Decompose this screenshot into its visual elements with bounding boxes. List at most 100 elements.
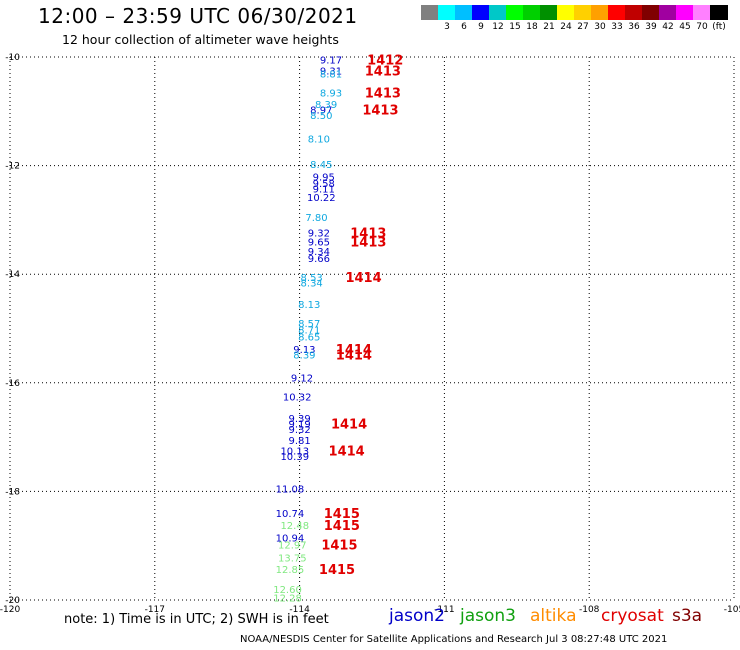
- legend-swatch-label: 9: [478, 22, 484, 32]
- legend-swatch-label: 18: [526, 22, 538, 32]
- wave-height-point: 9.11: [313, 184, 335, 195]
- x-tick-label: -120: [0, 605, 20, 615]
- legend-swatch: [472, 5, 490, 20]
- wave-height-point: 8.13: [298, 300, 320, 311]
- wave-height-point: 8.39: [315, 100, 337, 111]
- legend-swatch-label: 15: [509, 22, 521, 32]
- pass-annotations: 1412141314131413141314131414141414141414…: [319, 54, 403, 578]
- chart-title: 12:00 – 23:59 UTC 06/30/2021: [38, 4, 358, 28]
- pass-time-label: 1413: [365, 65, 401, 80]
- wave-height-point: 9.95: [313, 172, 335, 183]
- wave-height-point: 10.74: [276, 509, 305, 520]
- legend-jason3: jason3: [460, 606, 516, 626]
- legend-swatch-label: (ft): [712, 22, 726, 32]
- wave-height-point: 10.39: [280, 452, 309, 463]
- pass-time-label: 1415: [324, 507, 360, 522]
- wave-height-point: 10.22: [307, 193, 336, 204]
- wave-height-point: 11.08: [276, 485, 305, 496]
- pass-time-label: 1414: [336, 349, 372, 364]
- wave-height-point: 9.39: [288, 414, 310, 425]
- legend-jason2: jason2: [389, 606, 445, 626]
- pass-time-label: 1415: [324, 519, 360, 534]
- wave-height-point: 10.94: [276, 534, 305, 545]
- legend-swatch: [676, 5, 694, 20]
- legend-swatch: [438, 5, 456, 20]
- pass-time-label: 1413: [350, 226, 386, 241]
- legend-swatch-label: 24: [560, 22, 572, 32]
- pass-time-label: 1415: [321, 539, 357, 554]
- legend-swatch: [421, 5, 439, 20]
- y-tick-label: -18: [5, 487, 20, 497]
- wave-height-point: 12.60: [273, 585, 302, 596]
- legend-swatch-label: 12: [492, 22, 504, 32]
- legend-swatch: [540, 5, 558, 20]
- legend-swatch-label: 39: [645, 22, 657, 32]
- wave-height-point: 9.12: [291, 373, 313, 384]
- y-tick-label: -12: [5, 162, 20, 172]
- legend-swatch: [455, 5, 473, 20]
- legend-swatch: [591, 5, 609, 20]
- legend-swatch-label: 27: [577, 22, 589, 32]
- wave-height-point: 12.97: [278, 541, 307, 552]
- x-tick-label: -105: [724, 605, 740, 615]
- pass-time-label: 1412: [367, 54, 403, 69]
- y-tick-label: -16: [5, 379, 20, 389]
- footnote: note: 1) Time is in UTC; 2) SWH is in fe…: [64, 612, 329, 627]
- legend-swatch-label: 33: [611, 22, 623, 32]
- legend-swatch-label: 3: [444, 22, 450, 32]
- legend-swatch: [574, 5, 592, 20]
- wave-height-point: 8.65: [298, 333, 320, 344]
- pass-time-label: 1413: [350, 236, 386, 251]
- legend-swatch-label: 6: [461, 22, 467, 32]
- legend-s3a: s3a: [672, 606, 703, 626]
- wave-height-point: 10.32: [283, 392, 312, 403]
- legend-swatch: [693, 5, 711, 20]
- wave-height-point: 8.53: [301, 273, 323, 284]
- legend-swatch-label: 21: [543, 22, 555, 32]
- wave-height-point: 8.57: [298, 319, 320, 330]
- legend-swatch: [625, 5, 643, 20]
- wave-height-point: 9.13: [293, 345, 315, 356]
- legend-swatch-label: 70: [696, 22, 708, 32]
- wave-height-point: 9.32: [288, 425, 310, 436]
- wave-height-point: 9.66: [308, 254, 330, 265]
- axes: -120 -117 -114 -111 -108 -105 -10 -12 -14 -16 -18 -…: [0, 53, 740, 615]
- wave-height-point: 9.34: [308, 247, 330, 258]
- wave-height-point: 8.10: [308, 134, 330, 145]
- legend-swatch: [523, 5, 541, 20]
- plot-area: [10, 57, 734, 600]
- pass-time-label: 1414: [329, 445, 365, 460]
- credit-line: NOAA/NESDIS Center for Satellite Applica…: [240, 634, 668, 645]
- x-tick-label: -114: [289, 605, 310, 615]
- wave-height-point: 9.17: [320, 56, 342, 67]
- legend-swatch: [710, 5, 728, 20]
- legend-swatch: [489, 5, 507, 20]
- chart-subtitle: 12 hour collection of altimeter wave hei…: [62, 32, 339, 47]
- wave-height-point: 9.58: [313, 179, 335, 190]
- pass-time-label: 1414: [331, 418, 367, 433]
- y-tick-label: -14: [5, 270, 20, 280]
- wave-height-point: 9.81: [288, 436, 310, 447]
- wave-height-point: 9.19: [288, 420, 310, 431]
- wave-height-point: 9.65: [308, 238, 330, 249]
- pass-time-label: 1413: [365, 86, 401, 101]
- legend-swatch-label: 36: [628, 22, 640, 32]
- legend-swatch: [642, 5, 660, 20]
- wave-height-point: 8.45: [310, 160, 332, 171]
- x-tick-label: -117: [145, 605, 165, 615]
- wave-height-point: 7.80: [305, 213, 327, 224]
- wave-height-point: 12.48: [280, 521, 309, 532]
- y-tick-label: -10: [5, 53, 20, 63]
- wave-height-point: 8.34: [301, 278, 323, 289]
- legend-altika: altika: [530, 606, 577, 626]
- legend-cryosat: cryosat: [601, 606, 664, 626]
- grid-lines: [9, 56, 735, 601]
- pass-time-label: 1414: [336, 343, 372, 358]
- legend-swatch-label: 45: [679, 22, 691, 32]
- wave-height-point: 12.28: [273, 593, 302, 604]
- wave-height-point: 10.13: [280, 447, 309, 458]
- x-tick-label: -108: [579, 605, 600, 615]
- legend-swatch-label: 30: [594, 22, 606, 32]
- wave-height-point: 12.85: [276, 565, 305, 576]
- wave-height-point: 9.32: [308, 228, 330, 239]
